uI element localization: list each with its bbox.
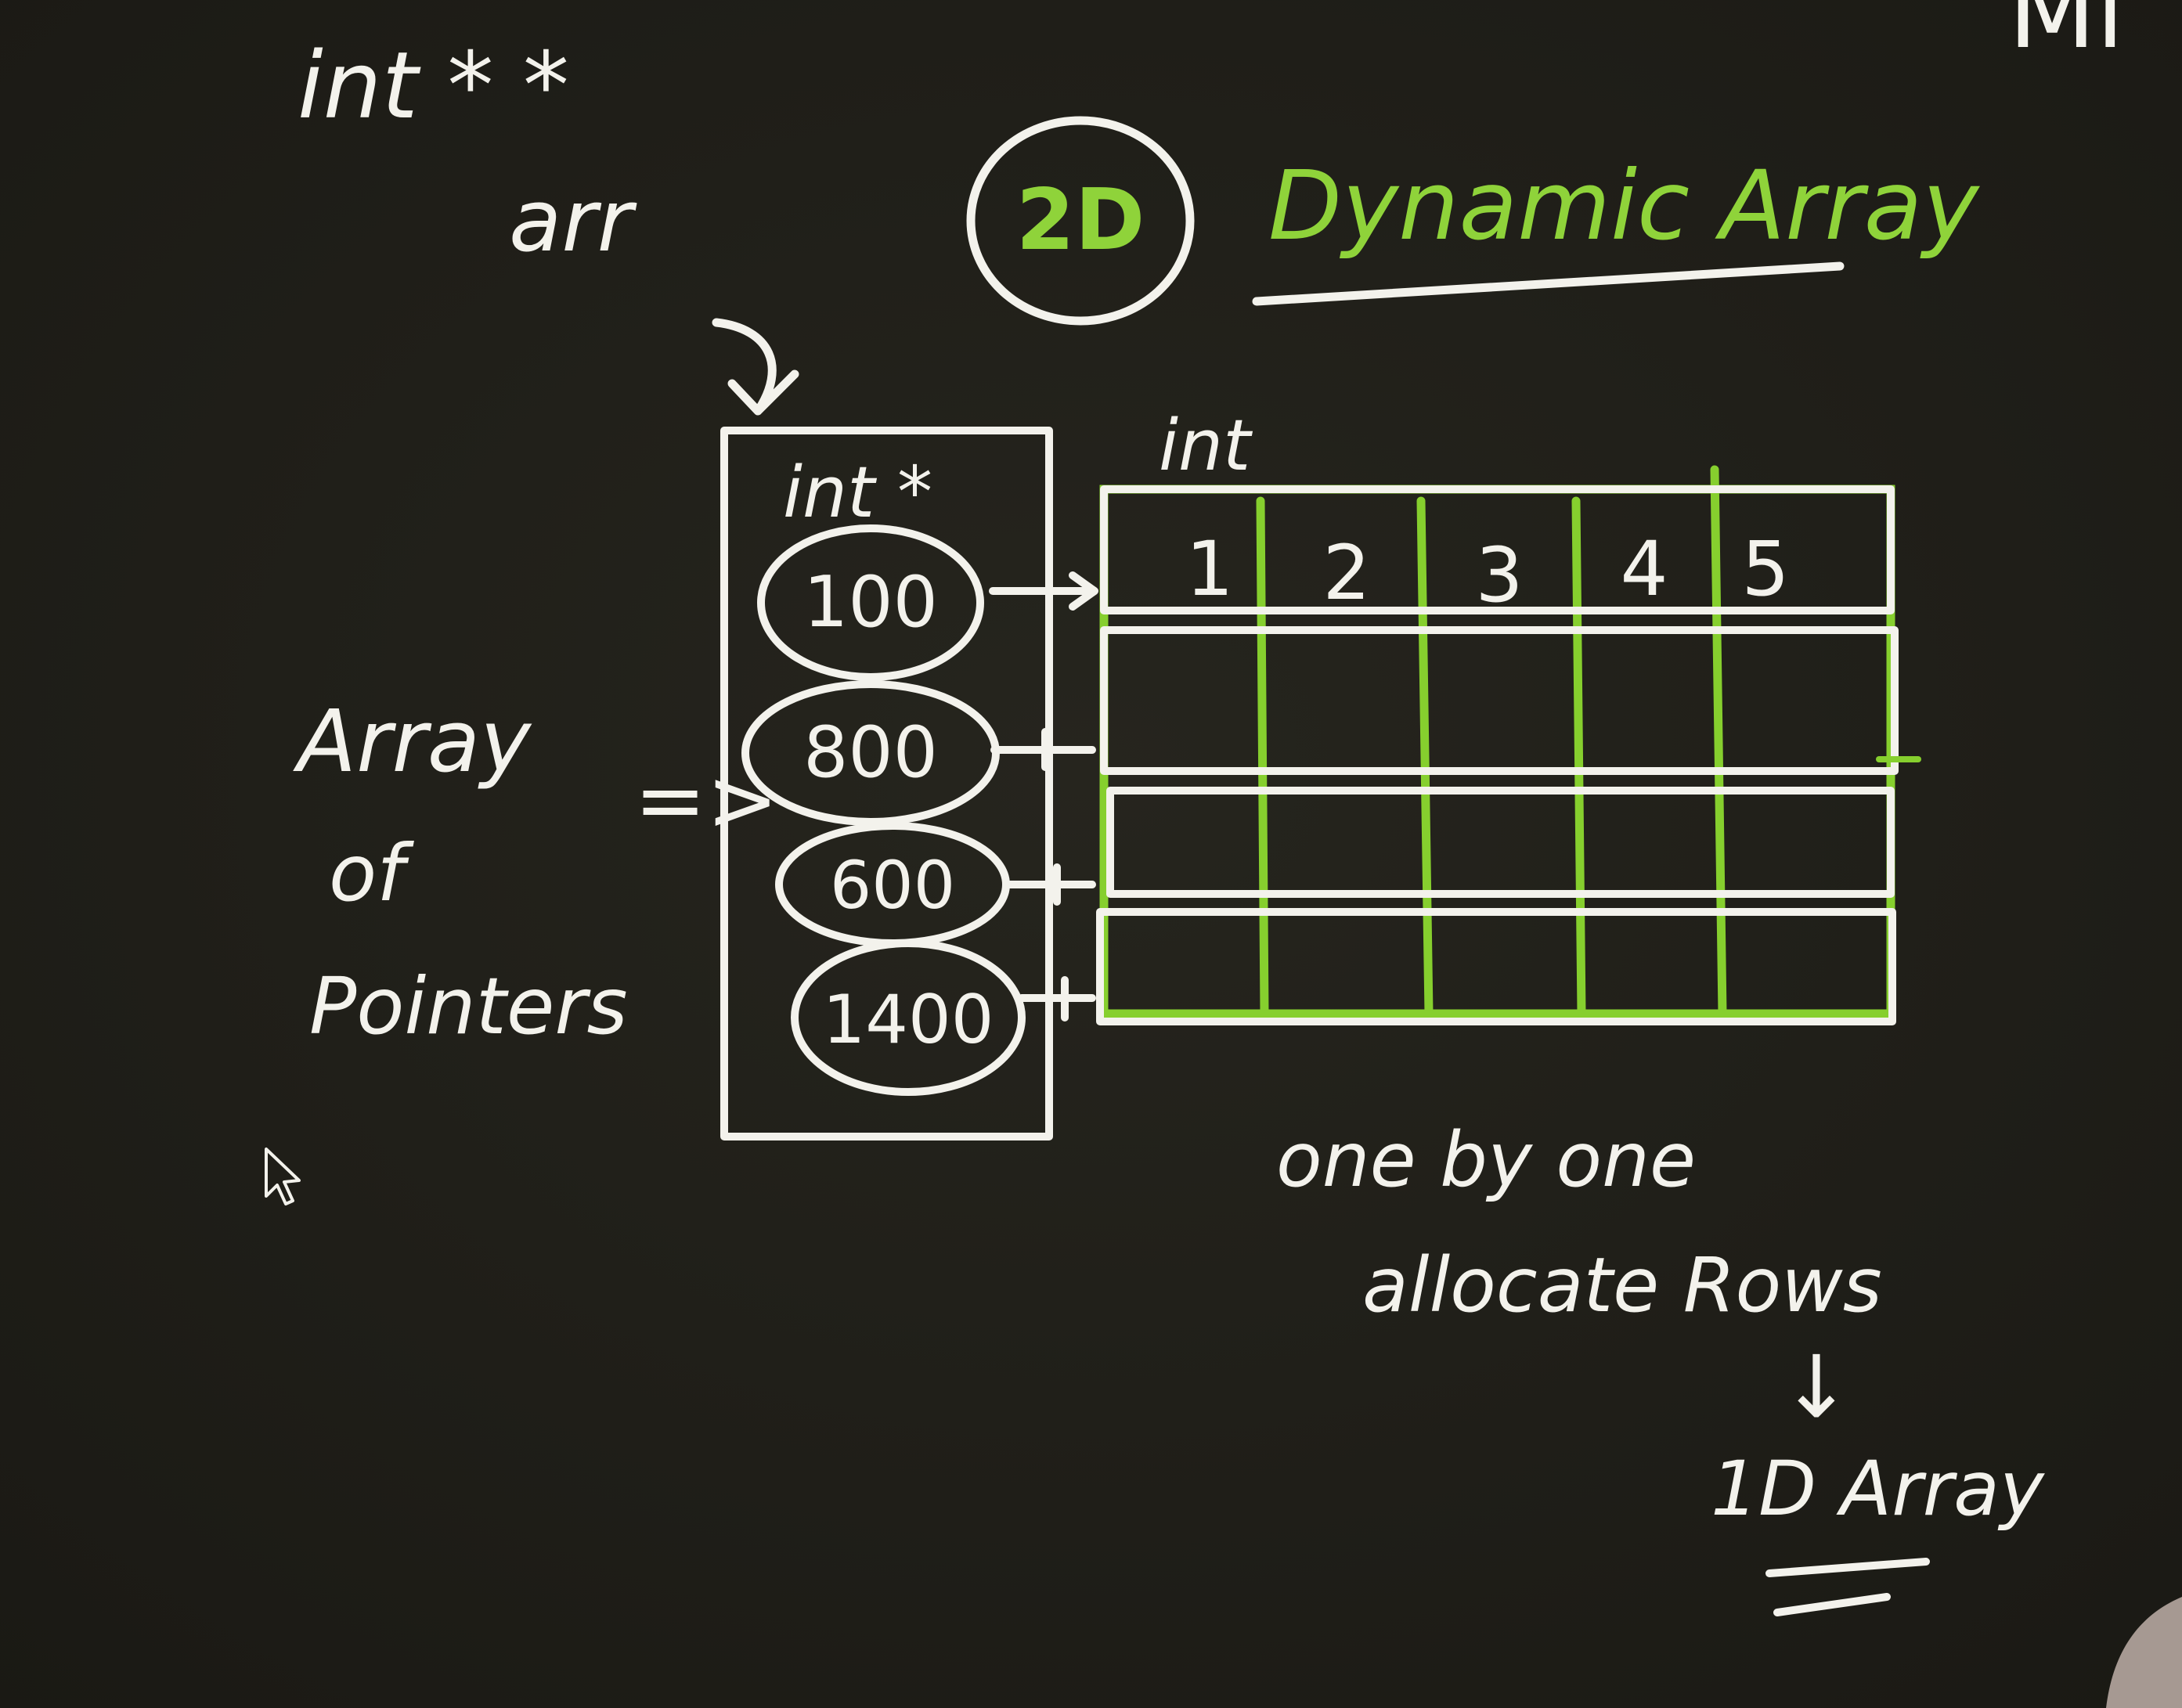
pointer-cell-value: 1400 — [823, 981, 994, 1059]
note-underline — [1765, 1558, 1930, 1616]
row-link-arrow — [1002, 863, 1096, 906]
pointer-cell: 1400 — [791, 939, 1026, 1096]
grid-row — [1100, 626, 1899, 775]
variable-name: arr — [509, 171, 637, 271]
grid-column-divider — [1571, 496, 1586, 1018]
row-links — [989, 571, 1098, 1022]
heading-badge-text: 2D — [1016, 171, 1145, 269]
top-right-fragment: Mi — [2008, 0, 2124, 71]
side-label-line2: of — [329, 827, 414, 919]
note-line1: one by one — [1276, 1116, 1696, 1204]
grid-row — [1096, 908, 1896, 1025]
side-label-line3: Pointers — [309, 960, 628, 1052]
grid-column-divider — [1416, 496, 1434, 1018]
side-label-line1: Array — [293, 691, 532, 791]
mouse-cursor-icon — [265, 1148, 301, 1205]
type-declaration: int * * — [298, 31, 569, 139]
note-line2: allocate Rows — [1362, 1241, 1882, 1329]
heading-underline — [1252, 261, 1845, 306]
pointer-array-box — [720, 427, 1053, 1140]
pointer-cell-value: 800 — [803, 712, 938, 794]
grid-cell-value: 2 — [1322, 529, 1370, 617]
row-link-arrow — [1018, 976, 1096, 1022]
grid-cell-value: 4 — [1620, 525, 1668, 613]
grid-cell-value: 1 — [1185, 525, 1233, 613]
pointer-cell-oval — [757, 524, 984, 681]
heading-badge-circle — [966, 116, 1195, 326]
arr-pointer-arrow — [712, 318, 799, 416]
note-arrow: ↓ — [1780, 1337, 1852, 1437]
pointer-cell-oval — [791, 939, 1026, 1096]
grid-cell-value: 5 — [1741, 525, 1789, 613]
int-grid: 1 2 3 4 5 — [1096, 465, 1921, 1025]
pointer-cell-value: 600 — [830, 847, 955, 924]
grid-row — [1106, 787, 1895, 898]
pointer-cell: 100 — [757, 524, 984, 681]
note-line3: 1D Array — [1711, 1445, 2045, 1533]
heading-title: Dynamic Array — [1268, 150, 1980, 261]
row-link-arrow — [990, 728, 1096, 771]
grid-column-divider — [1256, 496, 1269, 1018]
grid-type-label: int — [1159, 405, 1253, 487]
pointer-cell-value: 100 — [803, 561, 938, 643]
pointer-type-label: int * — [783, 452, 932, 534]
row-link-arrow — [989, 571, 1098, 611]
grid-cell-value: 3 — [1475, 531, 1523, 619]
grid-column-divider — [1710, 465, 1727, 1018]
side-label-arrow: => — [634, 750, 778, 850]
grid-row — [1100, 485, 1895, 614]
presenter-silhouette — [2106, 1597, 2182, 1708]
pointer-cell: 600 — [775, 822, 1010, 947]
